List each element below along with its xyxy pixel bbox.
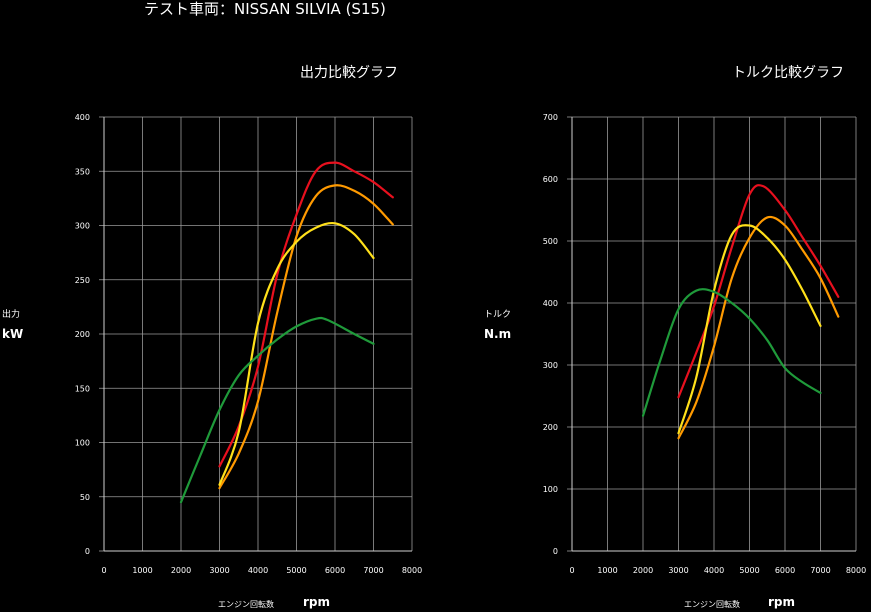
power-ytick-label: 0 (85, 547, 90, 556)
torque-series-orange (677, 215, 840, 440)
torque-ytick-label: 200 (543, 423, 558, 432)
power-xtick-label: 4000 (248, 566, 268, 575)
torque-xtick-label: 3000 (668, 566, 688, 575)
torque-xtick-label: 7000 (810, 566, 830, 575)
torque-series-yellow (677, 224, 822, 435)
power-series-green (179, 316, 375, 504)
torque-ytick-label: 100 (543, 485, 558, 494)
power-ytick-label: 300 (75, 222, 90, 231)
power-xtick-label: 8000 (402, 566, 422, 575)
torque-xtick-label: 1000 (597, 566, 617, 575)
torque-ytick-label: 300 (543, 361, 558, 370)
power-ytick-label: 200 (75, 330, 90, 339)
power-ytick-label: 100 (75, 439, 90, 448)
torque-ytick-label: 600 (543, 175, 558, 184)
power-chart-title: 出力比較グラフ (300, 65, 398, 81)
torque-series-green (641, 288, 822, 417)
torque-xtick-label: 5000 (739, 566, 759, 575)
power-xtick-label: 0 (101, 566, 106, 575)
torque-xlabel: エンジン回転数 (684, 600, 740, 609)
torque-ylabel: トルク (484, 310, 512, 320)
power-yunit: kW (2, 327, 24, 341)
power-ytick-label: 400 (75, 113, 90, 122)
torque-ytick-label: 700 (543, 113, 558, 122)
torque-xtick-label: 6000 (775, 566, 795, 575)
power-xlabel: エンジン回転数 (218, 600, 274, 609)
power-ytick-label: 50 (80, 493, 90, 502)
power-series-yellow (218, 221, 375, 486)
power-ytick-label: 350 (75, 167, 90, 176)
power-xtick-label: 7000 (363, 566, 383, 575)
torque-xunit: rpm (768, 595, 796, 609)
power-series-red (218, 161, 394, 468)
torque-xtick-label: 4000 (704, 566, 724, 575)
power-xtick-label: 1000 (132, 566, 152, 575)
torque-ytick-label: 0 (553, 547, 558, 556)
power-xtick-label: 5000 (286, 566, 306, 575)
torque-ytick-label: 400 (543, 299, 558, 308)
power-series-orange (218, 184, 394, 490)
torque-xtick-label: 8000 (846, 566, 866, 575)
torque-chart-title: トルク比較グラフ (732, 65, 844, 81)
power-ytick-label: 150 (75, 384, 90, 393)
power-xtick-label: 3000 (209, 566, 229, 575)
power-ytick-label: 250 (75, 276, 90, 285)
torque-ytick-label: 500 (543, 237, 558, 246)
power-xtick-label: 6000 (325, 566, 345, 575)
vehicle-title: テスト車両：NISSAN SILVIA (S15) (144, 0, 386, 18)
torque-xtick-label: 0 (569, 566, 574, 575)
torque-yunit: N.m (484, 327, 512, 341)
power-xtick-label: 2000 (171, 566, 191, 575)
power-ylabel: 出力 (2, 310, 21, 320)
power-xunit: rpm (303, 595, 331, 609)
torque-xtick-label: 2000 (633, 566, 653, 575)
